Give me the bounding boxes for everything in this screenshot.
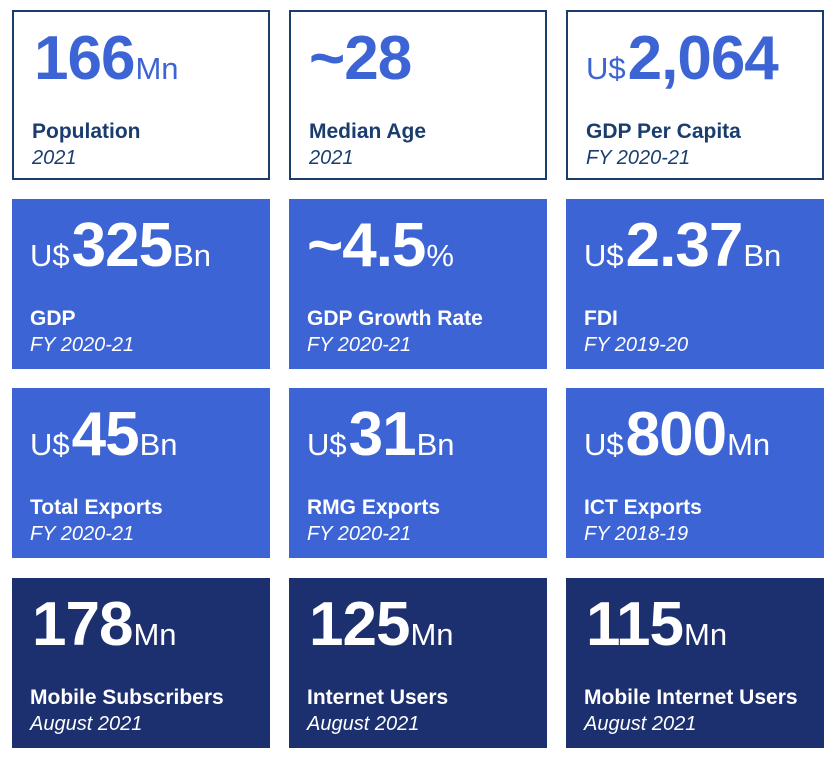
stat-period: 2021 bbox=[32, 147, 77, 169]
stat-suffix: Mn bbox=[684, 617, 728, 652]
stat-period: FY 2020-21 bbox=[30, 334, 135, 356]
stat-card-gdp: U$325Bn GDP FY 2020-21 bbox=[12, 199, 270, 369]
stat-card-total-exports: U$45Bn Total Exports FY 2020-21 bbox=[12, 388, 270, 558]
stat-prefix: U$ bbox=[584, 238, 624, 273]
stat-suffix: Mn bbox=[410, 617, 454, 652]
stat-period: FY 2019-20 bbox=[584, 334, 689, 356]
stat-number: 31 bbox=[348, 400, 417, 469]
stat-label: Mobile Internet Users bbox=[584, 686, 798, 709]
stat-number: 125 bbox=[309, 590, 410, 659]
stat-card-median-age: ~28 Median Age 2021 bbox=[289, 10, 547, 180]
stat-card-population: 166Mn Population 2021 bbox=[12, 10, 270, 180]
stat-suffix: Bn bbox=[416, 427, 455, 462]
stat-value: U$31Bn bbox=[307, 404, 455, 466]
stat-number: 800 bbox=[625, 400, 727, 469]
stat-prefix: U$ bbox=[30, 427, 70, 462]
stat-card-internet-users: 125Mn Internet Users August 2021 bbox=[289, 578, 547, 748]
stat-prefix: U$ bbox=[30, 238, 70, 273]
stat-suffix: Bn bbox=[139, 427, 178, 462]
stat-value: U$2,064 bbox=[586, 28, 779, 90]
stat-prefix: U$ bbox=[584, 427, 624, 462]
stat-number: 28 bbox=[344, 24, 412, 93]
stat-period: August 2021 bbox=[30, 713, 143, 735]
stat-value: 125Mn bbox=[307, 594, 454, 656]
stat-suffix: % bbox=[426, 238, 454, 273]
stat-period: FY 2020-21 bbox=[30, 523, 135, 545]
stat-label: ICT Exports bbox=[584, 496, 702, 519]
stat-period: FY 2020-21 bbox=[307, 334, 412, 356]
stat-card-rmg-exports: U$31Bn RMG Exports FY 2020-21 bbox=[289, 388, 547, 558]
stat-number: 45 bbox=[71, 400, 140, 469]
stat-value: ~4.5% bbox=[307, 215, 454, 277]
stat-label: RMG Exports bbox=[307, 496, 441, 519]
stat-value: U$800Mn bbox=[584, 404, 770, 466]
stat-period: FY 2020-21 bbox=[586, 147, 691, 169]
stat-label: Median Age bbox=[309, 120, 427, 143]
stat-card-fdi: U$2.37Bn FDI FY 2019-20 bbox=[566, 199, 824, 369]
stat-label: GDP Growth Rate bbox=[307, 307, 483, 330]
stat-period: August 2021 bbox=[584, 713, 697, 735]
stat-prefix: ~ bbox=[307, 211, 343, 280]
stat-label: Internet Users bbox=[307, 686, 449, 709]
stat-suffix: Mn bbox=[133, 617, 177, 652]
stat-label: Total Exports bbox=[30, 496, 163, 519]
stat-label: GDP Per Capita bbox=[586, 120, 741, 143]
stat-value: 115Mn bbox=[584, 594, 727, 656]
stat-card-gdp-per-capita: U$2,064 GDP Per Capita FY 2020-21 bbox=[566, 10, 824, 180]
stat-label: Mobile Subscribers bbox=[30, 686, 224, 709]
stat-card-mobile-subscribers: 178Mn Mobile Subscribers August 2021 bbox=[12, 578, 270, 748]
stat-number: 166 bbox=[34, 24, 135, 93]
stat-value: U$325Bn bbox=[30, 215, 211, 277]
stat-card-gdp-growth-rate: ~4.5% GDP Growth Rate FY 2020-21 bbox=[289, 199, 547, 369]
stat-label: FDI bbox=[584, 307, 618, 330]
stat-value: 166Mn bbox=[32, 28, 179, 90]
stat-value: ~28 bbox=[309, 28, 412, 90]
stat-prefix: U$ bbox=[586, 51, 626, 86]
stat-prefix: ~ bbox=[309, 24, 345, 93]
stat-label: Population bbox=[32, 120, 141, 143]
stat-prefix: U$ bbox=[307, 427, 347, 462]
stat-number: 2.37 bbox=[625, 211, 744, 280]
stat-period: FY 2018-19 bbox=[584, 523, 689, 545]
stat-number: 115 bbox=[586, 590, 684, 659]
stat-suffix: Bn bbox=[743, 238, 782, 273]
stat-card-mobile-internet-users: 115Mn Mobile Internet Users August 2021 bbox=[566, 578, 824, 748]
stat-value: 178Mn bbox=[30, 594, 177, 656]
stat-suffix: Bn bbox=[173, 238, 212, 273]
stat-card-ict-exports: U$800Mn ICT Exports FY 2018-19 bbox=[566, 388, 824, 558]
stat-suffix: Mn bbox=[727, 427, 771, 462]
stat-number: 4.5 bbox=[342, 211, 426, 280]
stat-suffix: Mn bbox=[135, 51, 179, 86]
stat-value: U$2.37Bn bbox=[584, 215, 781, 277]
stat-number: 325 bbox=[71, 211, 173, 280]
stat-label: GDP bbox=[30, 307, 76, 330]
stat-value: U$45Bn bbox=[30, 404, 178, 466]
stat-number: 178 bbox=[32, 590, 133, 659]
stat-period: FY 2020-21 bbox=[307, 523, 412, 545]
stat-period: 2021 bbox=[309, 147, 354, 169]
stat-period: August 2021 bbox=[307, 713, 420, 735]
stat-number: 2,064 bbox=[627, 24, 779, 93]
